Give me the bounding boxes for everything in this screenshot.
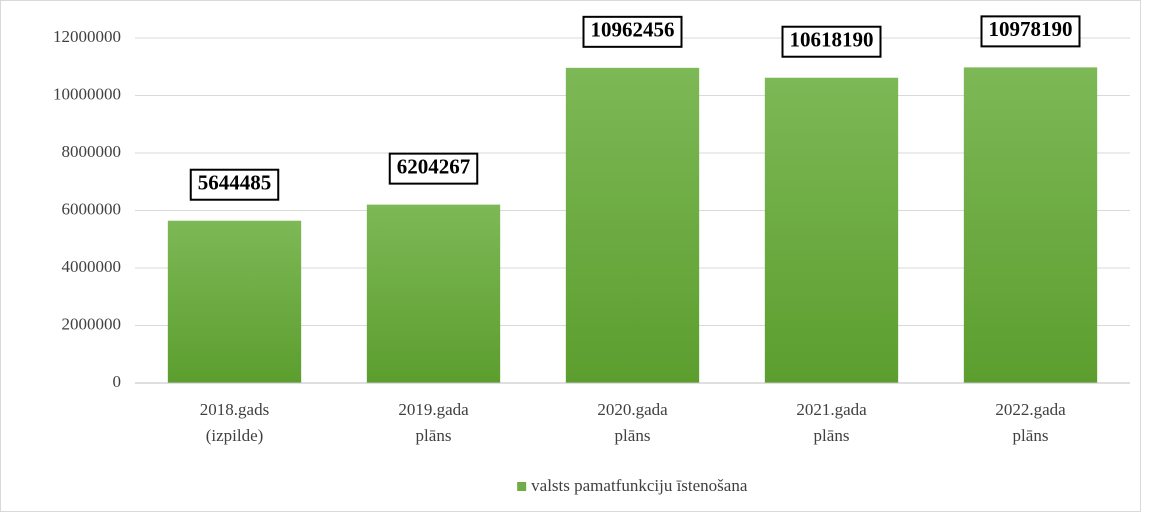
y-tick-label: 12000000: [53, 27, 121, 46]
x-tick-label: 2020.gada plāns: [597, 400, 668, 445]
x-tick-label: 2019.gada plāns: [398, 400, 469, 445]
y-tick-label: 0: [113, 372, 122, 391]
x-tick-label: 2022.gada plāns: [995, 400, 1066, 445]
value-label-box: [189, 168, 280, 201]
y-tick-label: 10000000: [53, 84, 121, 103]
y-tick-label: 2000000: [62, 314, 122, 333]
value-label: 10978190: [989, 17, 1073, 41]
y-tick-label: 8000000: [62, 142, 122, 161]
bar: [764, 77, 899, 383]
value-label: 10618190: [790, 28, 874, 52]
value-label: 10962456: [591, 18, 675, 42]
value-label: 5644485: [198, 171, 272, 195]
y-tick-label: 6000000: [62, 199, 122, 218]
legend-label: valsts pamatfunkciju īstenošana: [531, 476, 748, 495]
bar: [167, 220, 302, 383]
value-label-box: [388, 152, 479, 185]
value-label-box: [582, 15, 683, 48]
x-tick-label: 2018.gads (izpilde): [200, 400, 269, 445]
legend-swatch: [517, 482, 527, 491]
bar: [963, 67, 1098, 383]
bar: [565, 67, 700, 383]
y-tick-label: 4000000: [62, 257, 122, 276]
x-tick-label: 2021.gada plāns: [796, 400, 867, 445]
value-label: 6204267: [397, 154, 471, 178]
value-label-box: [980, 15, 1081, 48]
value-label-box: [781, 25, 882, 58]
bar: [366, 204, 501, 383]
